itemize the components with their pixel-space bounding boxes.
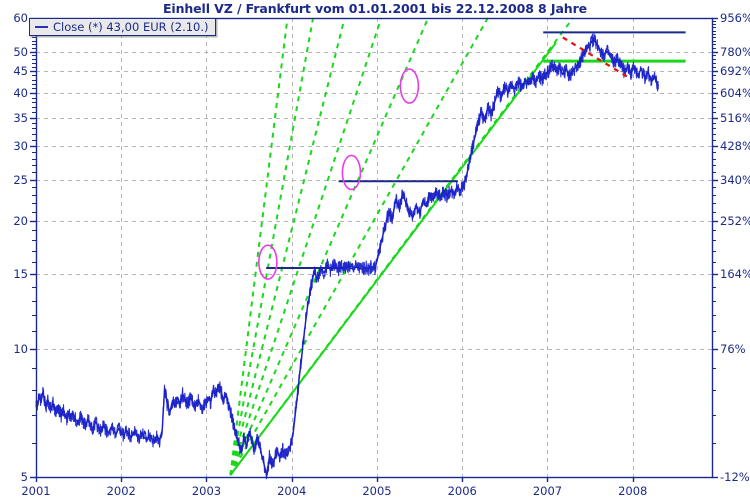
y-axis-left-tick-label: 15 [13,267,28,282]
y-axis-left-tick-label: 30 [13,139,28,154]
y-axis-right-tick-label: 340% [720,172,750,187]
x-axis-tick-label: 2004 [277,484,307,498]
y-axis-left-tick-label: 40 [13,85,28,100]
y-axis-right-tick-label: 252% [720,213,750,228]
trend-fan-line-dashed [229,17,489,476]
x-axis-tick-label: 2001 [21,484,51,498]
y-axis-right-tick-label: 604% [720,85,750,100]
trendline-green-solid [229,42,557,476]
breakout-marker-3 [399,68,420,104]
y-axis-left-tick-label: 45 [13,64,28,79]
y-axis-left-tick-label: 10 [13,341,28,356]
trend-fan-line-dashed [229,17,383,476]
price-line [35,38,659,476]
legend-label: Close (*) 43,00 EUR (2.10.) [53,20,209,34]
y-axis-right-tick-label: 956% [720,11,750,25]
trend-fan-line-dashed [229,17,430,476]
x-axis-tick-label: 2002 [106,484,136,498]
breakout-marker-2 [341,154,362,191]
y-axis-left-tick-label: 60 [13,11,28,25]
trendline-red-dashed [562,36,630,79]
y-axis-right-tick-label: 516% [720,110,750,125]
breakout-marker-1 [258,244,278,280]
y-axis-left-tick-label: 35 [13,110,28,125]
y-axis-right-tick-label: 164% [720,267,750,282]
legend[interactable]: Close (*) 43,00 EUR (2.10.) [29,18,216,36]
x-axis-tick-label: 2006 [447,484,477,498]
legend-line-swatch [35,26,48,28]
x-axis-tick-label: 2005 [362,484,392,498]
trend-fan-line-dashed [229,17,346,476]
x-axis-tick-label: 2008 [618,484,648,498]
y-axis-right-tick-label: 76% [720,341,746,356]
y-axis-right-tick-label: 428% [720,139,750,154]
x-axis-tick-label: 2003 [191,484,222,498]
y-axis-right-tick-label: 692% [720,64,750,79]
y-axis-left-tick-label: 5 [20,470,28,484]
page-title: Einhell VZ / Frankfurt vom 01.01.2001 bi… [162,1,588,16]
trend-fan-line-dashed [229,17,289,476]
x-axis-tick-label: 2007 [532,484,563,498]
plot-frame [35,17,714,479]
y-axis-left-tick-label: 50 [13,44,28,59]
y-axis-right-tick-label: -12% [720,470,750,484]
y-axis-right-tick-label: 780% [720,44,750,59]
y-axis-left-tick-label: 20 [13,213,28,228]
y-axis-left-tick-label: 25 [13,172,28,187]
price-line-detail [35,33,659,480]
